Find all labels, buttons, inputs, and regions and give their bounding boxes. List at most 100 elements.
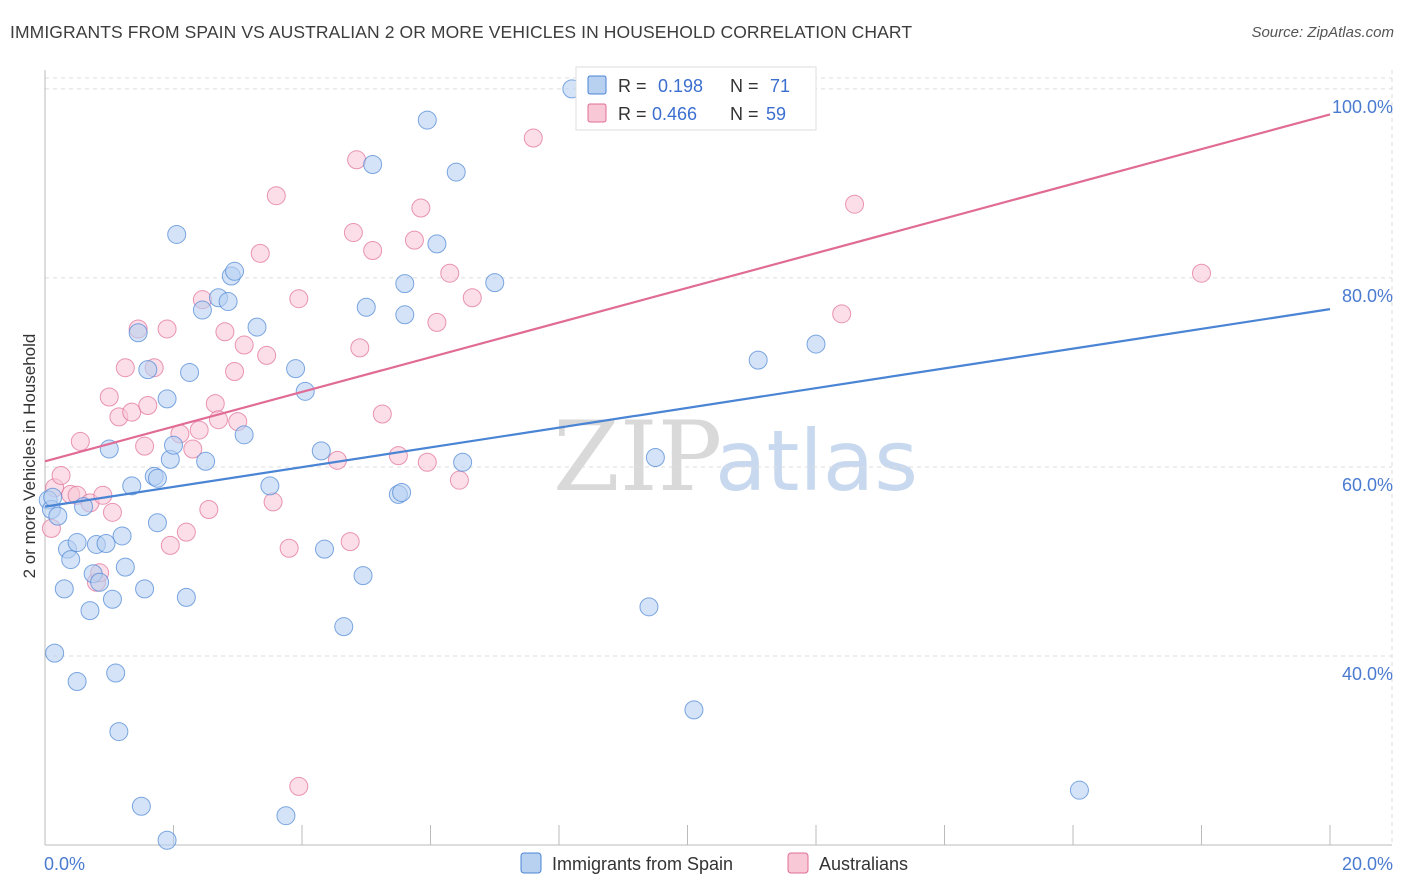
data-point-spain xyxy=(356,297,376,317)
legend-swatch-spain xyxy=(520,852,542,874)
chart-title: IMMIGRANTS FROM SPAIN VS AUSTRALIAN 2 OR… xyxy=(10,22,913,42)
legend-n-value: 71 xyxy=(770,76,790,96)
data-point-spain xyxy=(96,534,116,554)
source-label: Source: ZipAtlas.com xyxy=(1251,24,1394,41)
x-tick-label: 0.0% xyxy=(44,854,85,874)
data-point-australians xyxy=(1192,263,1211,283)
legend-n-value: 59 xyxy=(766,104,786,124)
data-point-spain xyxy=(147,513,167,533)
data-point-australians xyxy=(99,387,119,407)
data-point-spain xyxy=(485,273,505,293)
data-point-spain xyxy=(138,360,158,380)
y-axis-tick-labels: 40.0% 60.0% 80.0% 100.0% xyxy=(1332,97,1393,684)
data-point-spain xyxy=(395,305,415,325)
data-point-australians xyxy=(199,499,219,519)
data-point-spain xyxy=(135,579,155,599)
data-point-spain xyxy=(180,362,200,382)
data-point-australians xyxy=(115,358,135,378)
watermark-zip: ZIP xyxy=(553,401,722,513)
correlation-legend: R = 0.198 N = 71 R = 0.466 N = 59 xyxy=(575,66,817,131)
data-point-spain xyxy=(363,155,383,175)
legend-swatch-australians xyxy=(787,852,809,874)
data-point-spain xyxy=(128,323,148,343)
data-point-australians xyxy=(257,345,277,365)
legend-label-australians: Australians xyxy=(819,854,908,874)
data-point-spain xyxy=(748,350,768,370)
legend-r-label: R = xyxy=(618,104,647,124)
data-point-spain xyxy=(167,224,187,244)
data-point-australians xyxy=(845,194,865,214)
data-point-australians xyxy=(523,128,543,148)
data-point-spain xyxy=(122,476,142,496)
data-point-australians xyxy=(122,402,142,422)
data-point-australians xyxy=(70,431,90,451)
data-point-australians xyxy=(340,532,360,552)
watermark: ZIP atlas xyxy=(553,401,918,513)
data-point-australians xyxy=(404,230,424,250)
data-point-australians xyxy=(347,150,367,170)
data-point-spain xyxy=(225,261,245,281)
data-point-australians xyxy=(189,420,209,440)
data-point-australians xyxy=(250,243,270,263)
data-point-spain xyxy=(67,671,87,691)
data-point-spain xyxy=(157,830,177,850)
data-point-australians xyxy=(263,492,283,512)
data-point-australians xyxy=(350,338,370,358)
y-tick-label: 80.0% xyxy=(1342,286,1393,306)
data-point-australians xyxy=(138,396,158,416)
data-point-spain xyxy=(67,533,87,553)
data-point-australians xyxy=(372,404,392,424)
series-legend: Immigrants from Spain Australians xyxy=(520,852,908,874)
grid-lines xyxy=(45,70,1393,845)
trend-line-australians xyxy=(44,113,1331,463)
y-tick-label: 60.0% xyxy=(1342,475,1393,495)
data-point-spain xyxy=(192,300,212,320)
data-point-spain xyxy=(48,506,68,526)
data-point-australians xyxy=(135,436,155,456)
legend-swatch-pink xyxy=(587,103,607,123)
data-point-spain xyxy=(234,425,254,445)
data-point-spain xyxy=(54,579,74,599)
data-point-australians xyxy=(462,288,482,308)
data-point-australians xyxy=(225,361,245,381)
data-point-spain xyxy=(1069,780,1089,800)
data-point-spain xyxy=(639,597,659,617)
data-point-australians xyxy=(234,335,254,355)
data-point-australians xyxy=(411,198,431,218)
data-point-australians xyxy=(157,319,177,339)
data-point-spain xyxy=(157,389,177,409)
data-point-spain xyxy=(131,796,151,816)
data-point-australians xyxy=(417,452,437,472)
data-point-spain xyxy=(806,334,826,354)
legend-r-value: 0.466 xyxy=(652,104,697,124)
data-point-spain xyxy=(109,722,129,742)
legend-r-label: R = xyxy=(618,76,647,96)
data-point-australians xyxy=(363,241,383,261)
data-point-spain xyxy=(112,526,132,546)
data-point-spain xyxy=(446,162,466,182)
data-point-spain xyxy=(80,601,100,621)
data-point-spain xyxy=(115,557,135,577)
data-point-spain xyxy=(90,572,110,592)
data-point-spain xyxy=(334,617,354,637)
data-point-australians xyxy=(102,502,122,522)
data-point-spain xyxy=(286,359,306,379)
y-axis-title: 2 or more Vehicles in Household xyxy=(20,334,39,579)
data-point-australians xyxy=(93,485,113,505)
data-point-spain xyxy=(311,441,331,461)
data-point-spain xyxy=(392,482,412,502)
legend-n-label: N = xyxy=(730,104,759,124)
data-point-australians xyxy=(289,289,309,309)
data-point-australians xyxy=(832,304,852,324)
data-point-australians xyxy=(266,186,286,206)
data-point-spain xyxy=(260,476,280,496)
y-tick-label: 40.0% xyxy=(1342,664,1393,684)
data-point-spain xyxy=(176,587,196,607)
data-point-spain xyxy=(353,566,373,586)
data-point-spain xyxy=(218,292,238,312)
data-point-spain xyxy=(164,435,183,455)
y-tick-label: 100.0% xyxy=(1332,97,1393,117)
data-points xyxy=(38,79,1211,850)
data-point-spain xyxy=(45,643,65,663)
